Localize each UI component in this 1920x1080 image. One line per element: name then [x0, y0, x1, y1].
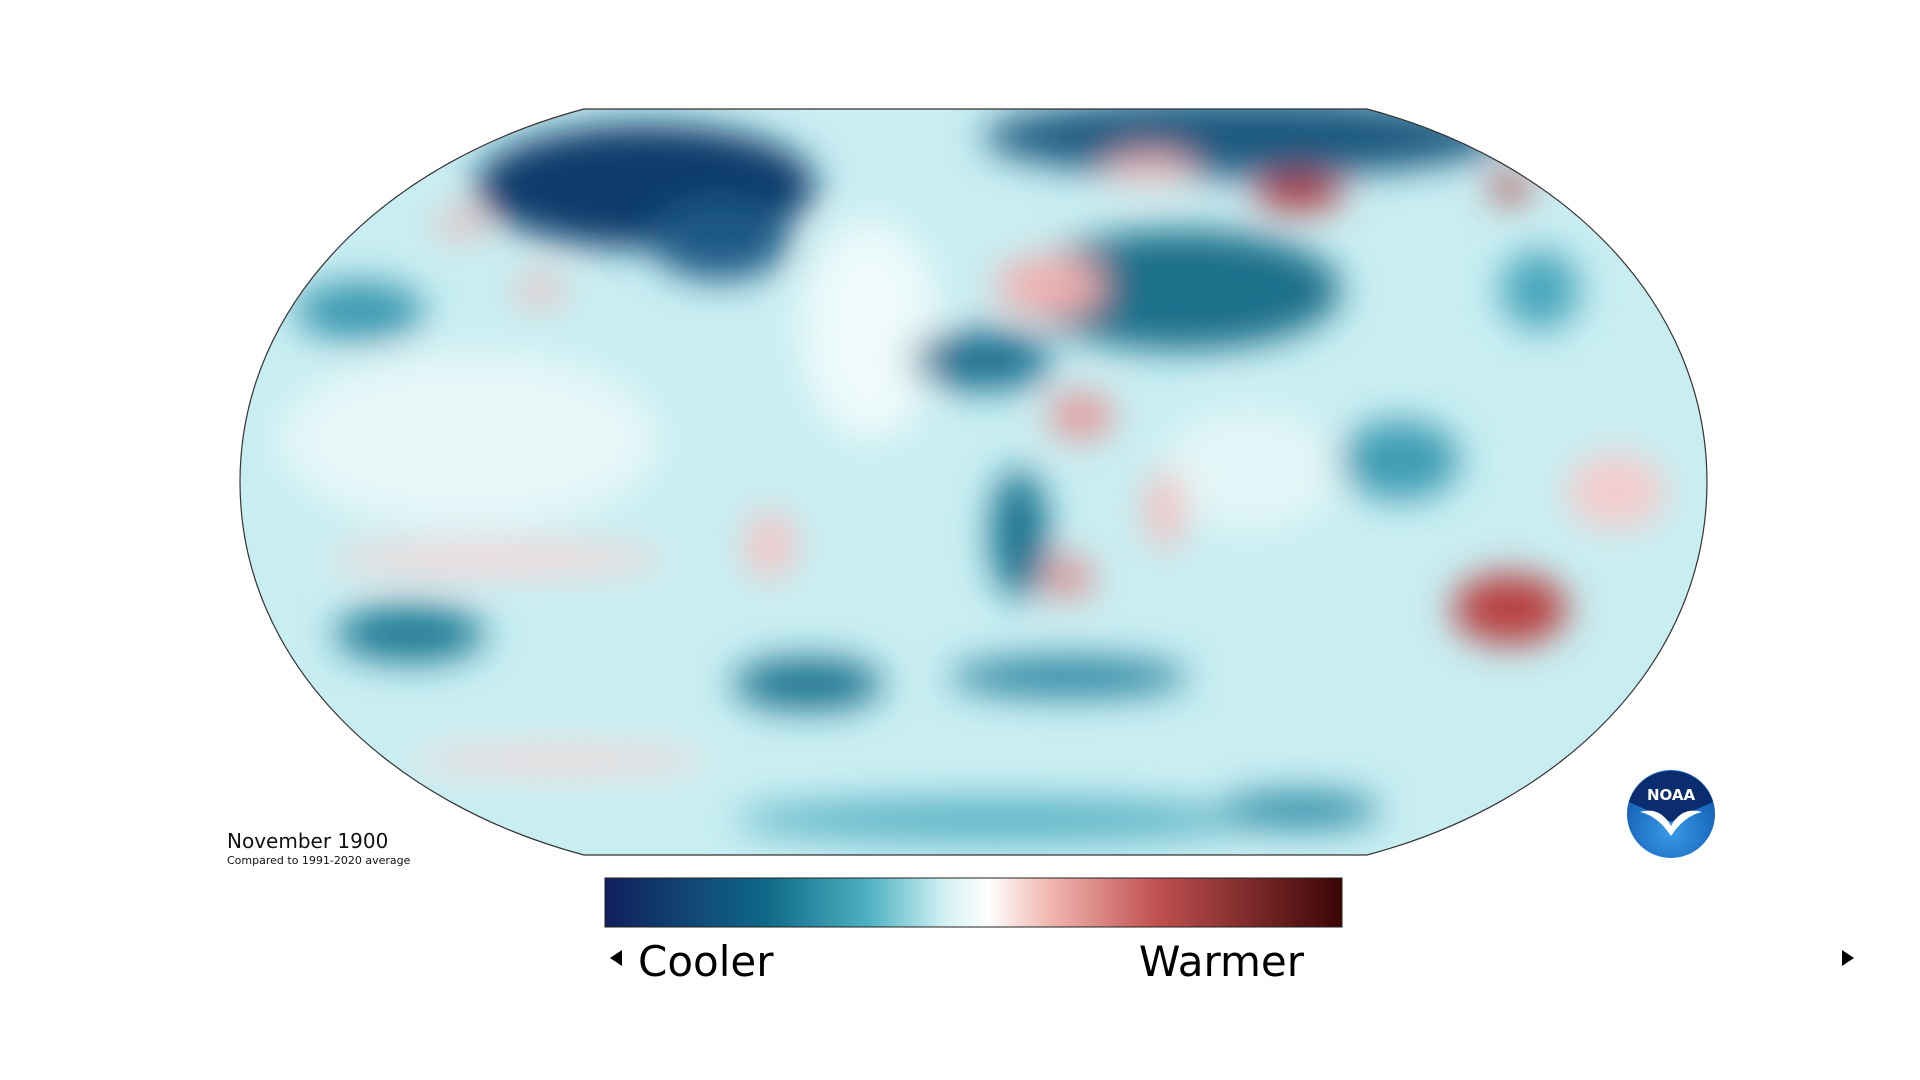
color-scale: [604, 877, 1343, 928]
arrow-right: [1842, 950, 1854, 966]
arrow-left: [610, 950, 622, 966]
map-subtitle: Compared to 1991-2020 average: [227, 854, 411, 867]
noaa-logo: NOAA: [1627, 770, 1715, 858]
legend-low: Cooler: [638, 937, 774, 986]
logo-text: NOAA: [1647, 786, 1696, 804]
anomaly-map: [240, 109, 1707, 855]
map-title: November 1900: [227, 829, 388, 853]
map-border: [239, 108, 1708, 856]
legend-high: Warmer: [1139, 937, 1305, 986]
